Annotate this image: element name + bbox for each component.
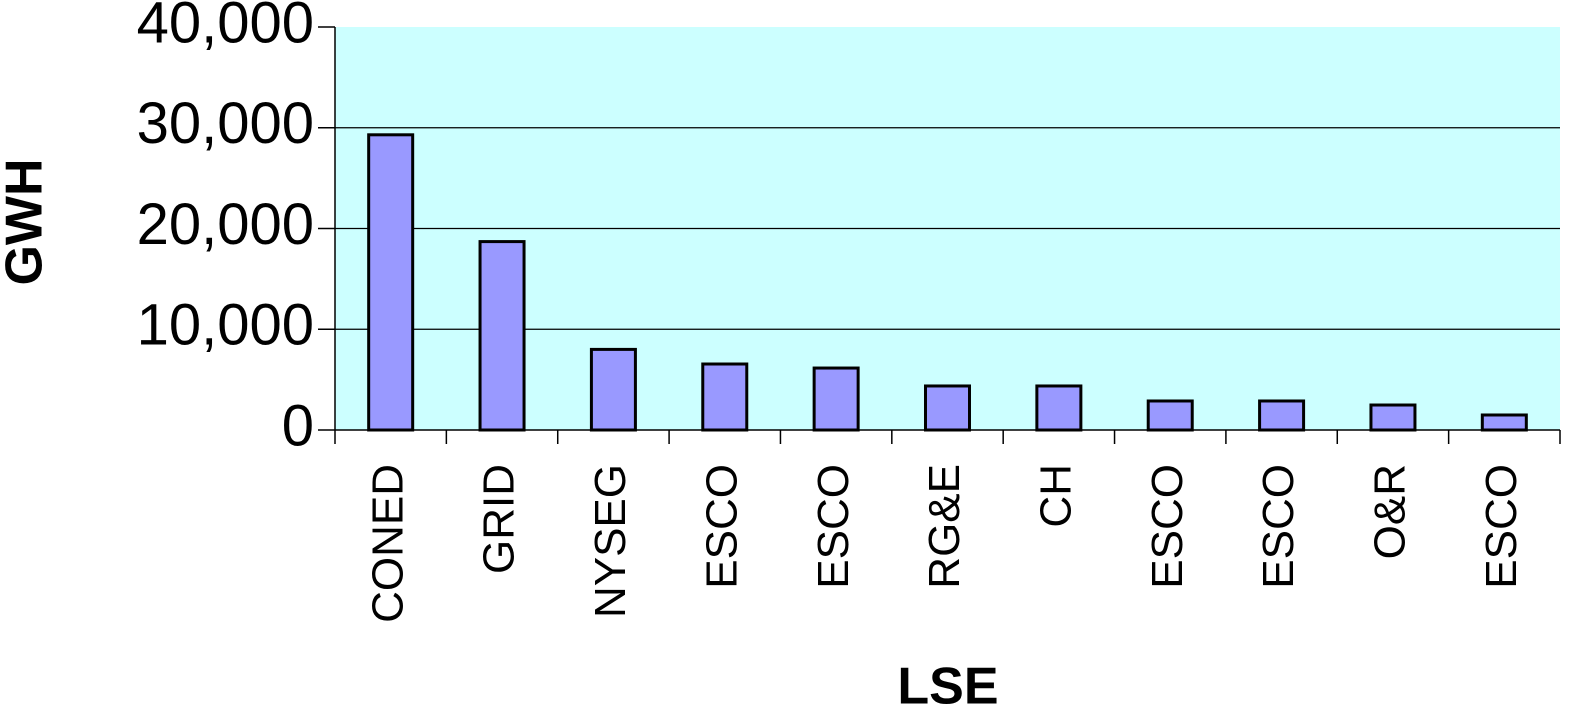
x-tick-label: CH bbox=[1031, 464, 1080, 528]
bar bbox=[1258, 399, 1306, 432]
x-tick-label: ESCO bbox=[697, 464, 746, 589]
y-tick-label: 10,000 bbox=[137, 293, 314, 358]
bar bbox=[589, 347, 637, 432]
y-tick-label: 40,000 bbox=[137, 0, 314, 55]
y-tick-label: 30,000 bbox=[137, 91, 314, 156]
bar bbox=[1146, 399, 1194, 432]
bar bbox=[1369, 403, 1417, 432]
x-tick-label: CONED bbox=[363, 464, 412, 623]
x-tick-label: ESCO bbox=[1143, 464, 1192, 589]
bar bbox=[924, 384, 971, 432]
x-tick-label: RG&E bbox=[920, 464, 969, 589]
x-tick-label: NYSEG bbox=[586, 464, 635, 618]
bar bbox=[701, 362, 749, 432]
x-tick-label: ESCO bbox=[1477, 464, 1526, 589]
y-tick-label: 20,000 bbox=[137, 192, 314, 257]
bar bbox=[367, 133, 415, 432]
x-tick-label: GRID bbox=[475, 464, 524, 574]
x-tick-label: O&R bbox=[1366, 464, 1415, 559]
bar bbox=[1480, 413, 1528, 432]
y-tick-label: 0 bbox=[282, 393, 314, 458]
x-axis-title: LSE bbox=[897, 658, 998, 716]
x-tick-label: ESCO bbox=[809, 464, 858, 589]
bar bbox=[812, 366, 860, 432]
y-axis-title: GWH bbox=[0, 158, 54, 285]
bar bbox=[478, 240, 526, 432]
x-tick-label: ESCO bbox=[1254, 464, 1303, 589]
bar bbox=[1035, 384, 1083, 432]
